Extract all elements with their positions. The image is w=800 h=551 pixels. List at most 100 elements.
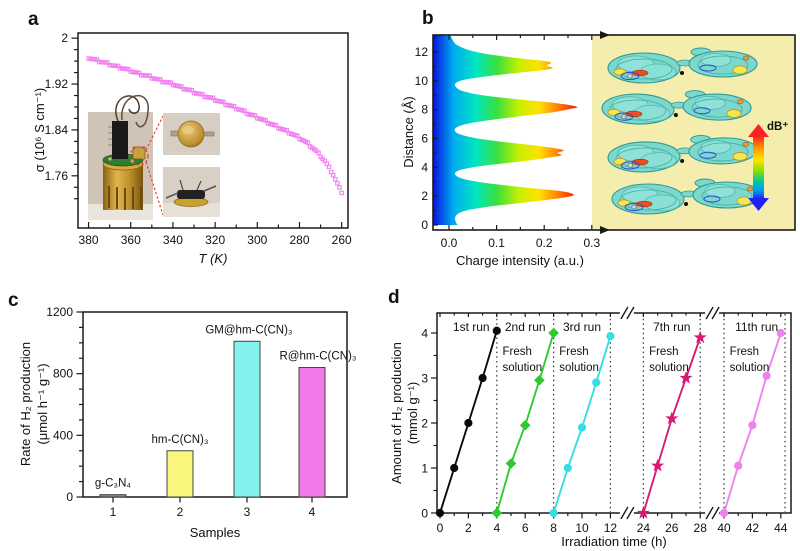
- svg-text:260: 260: [332, 233, 352, 247]
- svg-text:2: 2: [465, 521, 472, 535]
- svg-text:26: 26: [665, 521, 679, 535]
- svg-text:g-C₃N₄: g-C₃N₄: [95, 478, 132, 490]
- panel-c-xaxis-title: Samples: [190, 525, 241, 540]
- svg-text:8: 8: [550, 521, 557, 535]
- svg-text:8: 8: [421, 103, 428, 117]
- svg-text:0: 0: [66, 490, 73, 504]
- bar-g-C₃N₄: g-C₃N₄: [95, 478, 132, 498]
- svg-text:7th run: 7th run: [653, 320, 690, 334]
- panel-a-data-series: [86, 56, 344, 196]
- svg-text:1: 1: [110, 505, 117, 519]
- svg-text:12: 12: [415, 45, 429, 59]
- svg-text:solution: solution: [502, 362, 542, 374]
- svg-text:1.84: 1.84: [45, 123, 69, 137]
- svg-text:10: 10: [415, 74, 429, 88]
- svg-text:R@hm-C(CN)₃: R@hm-C(CN)₃: [279, 351, 356, 363]
- series-1st run: 1st run: [435, 320, 501, 518]
- svg-text:3: 3: [421, 372, 428, 386]
- svg-text:11th run: 11th run: [735, 320, 778, 334]
- svg-text:3: 3: [244, 505, 251, 519]
- svg-text:12: 12: [604, 521, 618, 535]
- svg-text:10: 10: [575, 521, 589, 535]
- svg-text:solution: solution: [730, 362, 770, 374]
- panel-a-axes: 380 360 340 320 300 280 260 2 1.92 1.84 1.76: [45, 31, 352, 247]
- series-2nd run: 2nd run Fresh solution: [491, 320, 559, 519]
- panel-b-yaxis-title: Distance (Å): [401, 96, 416, 168]
- svg-text:6: 6: [522, 521, 529, 535]
- panel-b-axes: 0.0 0.1 0.2 0.3 0 2 4 6 8 10 12: [415, 31, 796, 250]
- panel-d-data-series: 1st run 2nd run Fresh solution 3rd run Fresh s…: [435, 320, 785, 519]
- svg-text:0.1: 0.1: [488, 236, 505, 250]
- series-11th run: 11th run Fresh solution: [719, 320, 785, 518]
- svg-text:solution: solution: [649, 362, 689, 374]
- svg-text:2: 2: [421, 417, 428, 431]
- svg-text:280: 280: [289, 233, 309, 247]
- svg-text:380: 380: [79, 233, 99, 247]
- svg-text:Fresh: Fresh: [559, 346, 588, 358]
- panel-b-xaxis-title: Charge intensity (a.u.): [456, 253, 584, 268]
- svg-text:24: 24: [637, 521, 651, 535]
- svg-text:0.0: 0.0: [441, 236, 458, 250]
- panel-b-charge-density-chart: b dB⁺ 0.0 0.1 0.2 0.3 0 2 4 6 8 10 12 Charge inten…: [401, 8, 796, 268]
- colorbar-label: dB⁺: [767, 121, 788, 133]
- svg-text:4: 4: [493, 521, 500, 535]
- svg-text:hm-C(CN)₃: hm-C(CN)₃: [151, 434, 208, 446]
- panel-d-xaxis-title: Irradiation time (h): [561, 534, 666, 549]
- svg-text:360: 360: [121, 233, 141, 247]
- panel-a-xaxis-title: T (K): [199, 251, 228, 266]
- svg-text:0: 0: [437, 521, 444, 535]
- svg-text:0.2: 0.2: [536, 236, 553, 250]
- svg-text:3rd run: 3rd run: [563, 320, 601, 334]
- svg-text:4: 4: [421, 160, 428, 174]
- panel-a-letter: a: [28, 9, 39, 30]
- svg-text:GM@hm-C(CN)₃: GM@hm-C(CN)₃: [205, 324, 293, 336]
- sample-disc-photo-inset: [163, 113, 220, 155]
- series-7th run: 7th run Fresh solution: [636, 320, 707, 519]
- device-photo-inset: [88, 94, 164, 220]
- svg-text:2: 2: [61, 31, 68, 45]
- svg-text:800: 800: [53, 367, 73, 381]
- svg-text:0.3: 0.3: [583, 236, 600, 250]
- svg-text:340: 340: [163, 233, 183, 247]
- svg-text:300: 300: [247, 233, 267, 247]
- svg-text:1.76: 1.76: [45, 169, 69, 183]
- panel-a-yaxis-title: σ (10⁶ S cm⁻¹): [32, 88, 47, 173]
- panel-c-letter: c: [8, 290, 19, 311]
- charge-intensity-profile: [433, 35, 578, 225]
- svg-text:400: 400: [53, 428, 73, 442]
- panel-c-h2-rate-bar-chart: c 0 400 800 1200 1 2 3 4 g-C₃N₄ hm-C(CN)₃ GM@hm-C…: [8, 290, 357, 540]
- svg-text:320: 320: [205, 233, 225, 247]
- svg-text:2: 2: [421, 189, 428, 203]
- svg-text:4: 4: [309, 505, 316, 519]
- panel-d-letter: d: [388, 287, 400, 308]
- svg-text:4: 4: [421, 327, 428, 341]
- svg-text:1.92: 1.92: [45, 77, 69, 91]
- svg-text:2: 2: [177, 505, 184, 519]
- svg-text:Fresh: Fresh: [502, 346, 531, 358]
- svg-text:6: 6: [421, 131, 428, 145]
- zoom-highlight-circle: [129, 146, 149, 166]
- series-3rd run: 3rd run Fresh solution: [549, 320, 615, 518]
- panel-c-yaxis-title-line1: Rate of H₂ production: [18, 342, 33, 466]
- bar-hm-C(CN)₃: hm-C(CN)₃: [151, 434, 209, 498]
- svg-text:1st run: 1st run: [453, 320, 490, 334]
- panel-c-yaxis-title-line2: (μmol h⁻¹ g⁻¹): [35, 363, 50, 444]
- svg-text:Fresh: Fresh: [730, 346, 759, 358]
- svg-text:28: 28: [694, 521, 708, 535]
- svg-text:1: 1: [421, 462, 428, 476]
- svg-text:solution: solution: [559, 362, 599, 374]
- panel-c-axes: 0 400 800 1200 1 2 3 4: [46, 305, 348, 519]
- svg-text:0: 0: [421, 218, 428, 232]
- panel-d-yaxis-title-line1: Amount of H₂ production: [389, 342, 404, 484]
- svg-text:1200: 1200: [46, 305, 73, 319]
- bar-GM@hm-C(CN)₃: GM@hm-C(CN)₃: [205, 324, 293, 498]
- svg-text:Fresh: Fresh: [649, 346, 678, 358]
- colorbar: [748, 124, 769, 211]
- panel-c-bars: g-C₃N₄ hm-C(CN)₃ GM@hm-C(CN)₃ R@hm-C(CN)₃: [95, 324, 357, 498]
- sample-holder-photo-inset: [163, 167, 220, 217]
- svg-text:0: 0: [421, 507, 428, 521]
- panel-a-conductivity-chart: a 380 360 340 320 300 280 260 2 1.92 1.84 1.76: [28, 9, 352, 266]
